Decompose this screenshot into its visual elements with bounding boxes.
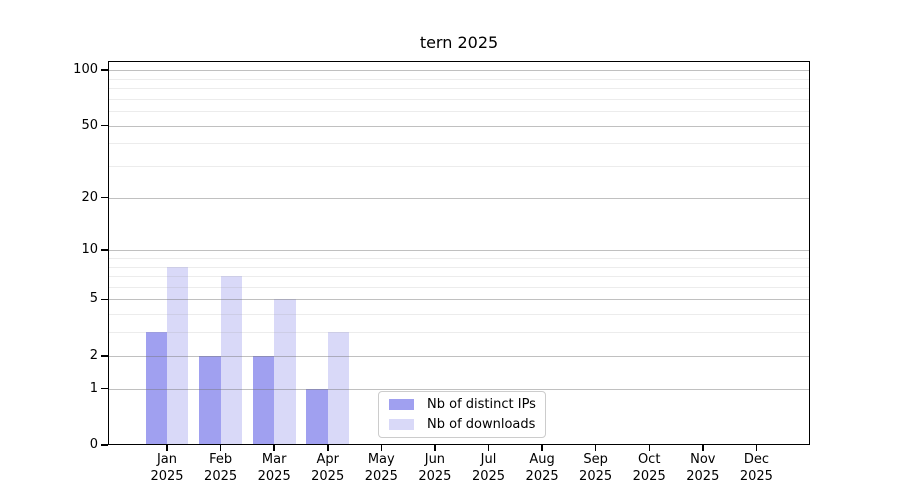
legend: Nb of distinct IPs Nb of downloads [378,391,546,438]
gridline-minor-70 [108,98,810,100]
x-tick-label-feb: Feb 2025 [204,452,238,484]
y-tick-label-1: 1 [89,380,98,396]
x-tick-label-sep: Sep 2025 [579,452,613,484]
x-tick-mark-dec [755,445,758,451]
y-tick-mark-10 [101,249,108,251]
gridline-minor-80 [108,87,810,89]
bar-downloads-apr [327,332,350,445]
x-tick-mark-oct [648,445,650,451]
x-tick-label-dec: Dec 2025 [739,452,773,484]
gridline-major-100 [108,70,810,71]
x-tick-mark-nov [702,445,704,451]
gridline-minor-7 [108,276,810,277]
legend-swatch-downloads [389,419,414,430]
y-tick-mark-100 [101,69,108,71]
x-tick-label-jul: Jul 2025 [471,452,506,484]
y-tick-mark-20 [101,196,108,199]
y-tick-mark-1 [101,387,108,390]
y-tick-label-100: 100 [73,62,98,77]
y-tick-label-20: 20 [81,189,98,205]
x-tick-mark-feb [219,445,222,451]
x-tick-mark-jul [487,445,490,451]
x-tick-label-nov: Nov 2025 [686,452,720,484]
y-tick-label-0: 0 [89,437,98,452]
legend-label-downloads: Nb of downloads [427,417,536,432]
bar-distinct-ips-apr [306,388,328,445]
x-tick-mark-aug [541,445,543,451]
y-tick-label-10: 10 [81,242,98,258]
x-tick-label-oct: Oct 2025 [632,452,666,484]
y-tick-mark-5 [101,298,108,301]
bar-distinct-ips-feb [199,355,221,445]
x-tick-mark-sep [594,445,597,451]
x-tick-mark-apr [327,445,329,451]
gridline-major-2 [108,355,810,357]
gridline-minor-9 [108,257,810,259]
y-tick-mark-2 [101,355,108,357]
legend-entry-downloads: Nb of downloads [389,417,535,432]
bar-downloads-feb [220,276,242,445]
bar-downloads-jan [167,266,189,445]
legend-label-distinct-ips: Nb of distinct IPs [427,397,536,412]
plot-area [108,61,810,445]
y-tick-label-2: 2 [89,347,98,363]
chart-title: tern 2025 [419,33,499,52]
x-tick-mark-mar [273,445,275,451]
x-tick-label-may: May 2025 [364,452,398,484]
y-tick-label-50: 50 [81,117,98,133]
gridline-minor-6 [108,286,810,288]
x-tick-mark-may [380,445,383,451]
y-tick-label-5: 5 [89,291,98,307]
y-tick-mark-50 [101,124,108,127]
gridline-minor-60 [108,111,810,112]
legend-swatch-distinct-ips [389,399,414,410]
x-tick-mark-jun [434,445,436,451]
gridline-minor-4 [108,314,810,316]
y-tick-mark-0 [101,444,108,446]
gridline-minor-40 [108,143,810,145]
x-tick-mark-jan [166,445,168,451]
x-tick-label-apr: Apr 2025 [311,452,345,484]
x-tick-label-mar: Mar 2025 [257,452,291,484]
bar-distinct-ips-jan [145,332,167,445]
gridline-minor-3 [108,332,810,334]
gridline-major-10 [108,250,810,252]
gridline-minor-8 [108,266,810,268]
legend-entry-distinct-ips: Nb of distinct IPs [389,397,536,412]
x-tick-label-jan: Jan 2025 [150,452,184,484]
gridline-major-20 [108,197,810,199]
bar-downloads-mar [274,299,296,445]
gridline-minor-90 [108,78,810,80]
gridline-major-1 [108,388,810,390]
x-tick-label-jun: Jun 2025 [418,452,452,484]
bar-distinct-ips-mar [252,355,275,445]
gridline-minor-30 [108,166,810,167]
gridline-major-50 [108,125,810,127]
x-tick-label-aug: Aug 2025 [525,452,559,484]
gridline-major-5 [108,299,810,301]
